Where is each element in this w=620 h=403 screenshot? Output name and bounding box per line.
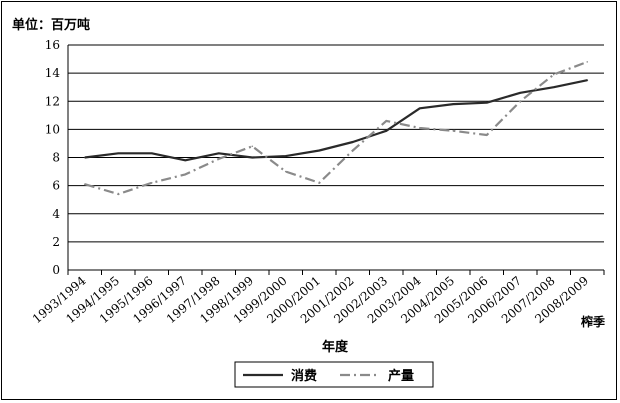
series-layer (83, 60, 589, 196)
series-point-1 (217, 158, 220, 160)
y-tick-label: 6 (52, 179, 60, 193)
grid (68, 44, 604, 271)
series-point-1 (251, 145, 254, 148)
y-tick-label: 2 (52, 235, 60, 249)
series-point-1 (519, 100, 522, 103)
series-point-0 (519, 92, 522, 94)
series-point-0 (452, 103, 455, 105)
series-point-0 (318, 149, 321, 152)
series-point-1 (150, 182, 153, 184)
axes: 02468101214161993/19941994/19951995/1996… (30, 38, 605, 326)
y-tick-label: 0 (52, 263, 60, 277)
series-point-0 (385, 129, 388, 132)
x-axis-title: 年度 (322, 339, 349, 355)
series-point-1 (318, 182, 321, 184)
x-axis-end-label: 榨季 (580, 314, 606, 329)
series-point-0 (83, 156, 86, 159)
series-point-0 (552, 86, 555, 88)
series-point-1 (485, 134, 488, 136)
legend: 消费 产量 (234, 361, 434, 388)
series-point-1 (452, 129, 455, 132)
series-point-1 (586, 61, 589, 63)
series-point-1 (351, 149, 354, 152)
series-point-0 (184, 159, 187, 162)
series-point-1 (83, 183, 86, 186)
series-point-0 (251, 156, 254, 159)
y-tick-label: 14 (45, 66, 61, 80)
y-tick-label: 8 (52, 151, 60, 165)
y-tick-label: 4 (52, 207, 60, 221)
series-point-0 (117, 152, 120, 155)
unit-label: 单位：百万吨 (12, 17, 90, 33)
y-tick-label: 10 (45, 122, 60, 136)
series-point-1 (418, 127, 421, 129)
series-point-0 (418, 107, 421, 110)
series-point-1 (552, 73, 555, 76)
series-line-1 (84, 60, 588, 196)
y-tick-label: 12 (45, 94, 60, 108)
series-point-1 (284, 170, 287, 173)
series-point-0 (217, 152, 220, 155)
series-point-0 (284, 155, 287, 157)
series-line-0 (84, 79, 588, 162)
legend-label-1: 产量 (388, 368, 414, 384)
series-point-1 (117, 193, 120, 195)
series-point-0 (351, 141, 354, 143)
series-point-1 (385, 120, 388, 122)
series-point-0 (485, 101, 488, 104)
y-tick-label: 16 (45, 38, 60, 52)
legend-label-0: 消费 (291, 368, 317, 384)
series-point-0 (150, 152, 153, 155)
series-point-1 (184, 173, 187, 176)
series-point-0 (586, 79, 589, 81)
